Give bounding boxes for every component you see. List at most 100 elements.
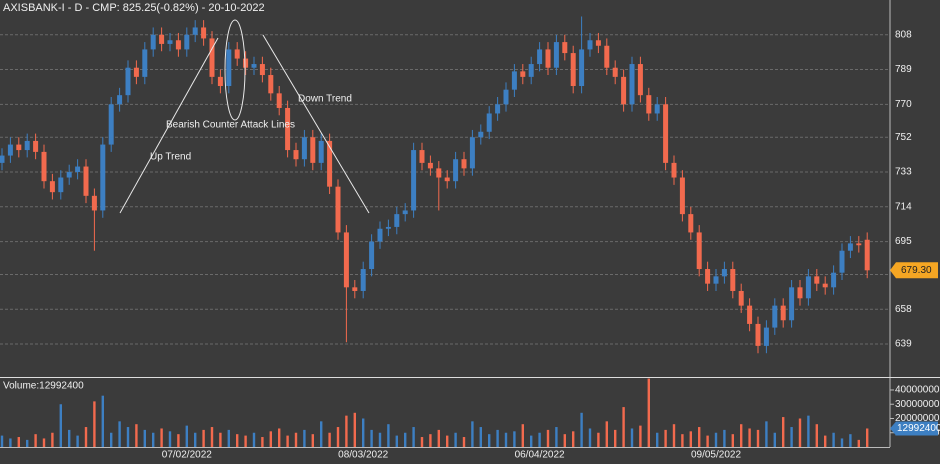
y-tick-label: 695: [895, 236, 912, 247]
candle-body: [537, 49, 543, 65]
volume-bar: [303, 429, 306, 447]
candle-body: [679, 177, 685, 215]
volume-bar: [605, 421, 608, 447]
volume-bar: [765, 421, 768, 447]
volume-bar: [773, 432, 776, 447]
volume-bar: [471, 421, 474, 447]
x-tick-label: 09/05/2022: [691, 450, 741, 461]
candle-body: [142, 49, 148, 77]
candle-body: [402, 210, 408, 215]
candle-body: [688, 214, 694, 233]
candle-body: [251, 64, 257, 68]
highlight-ellipse: [224, 19, 246, 121]
candle-body: [201, 27, 207, 39]
candle-body: [646, 95, 652, 114]
candle-body: [663, 104, 669, 163]
volume-bar: [681, 434, 684, 447]
volume-bar: [362, 418, 365, 447]
y-tick-label: 770: [895, 99, 912, 110]
candle-layer: [0, 16, 870, 354]
volume-bar: [723, 429, 726, 447]
volume-bar: [244, 435, 247, 447]
volume-bar: [429, 434, 432, 447]
candle-body: [772, 305, 778, 328]
candle-body: [604, 45, 610, 68]
candle-body: [385, 226, 391, 229]
volume-bar: [446, 435, 449, 447]
candle-body: [259, 64, 265, 76]
volume-bar: [278, 428, 281, 447]
candle-body: [747, 305, 753, 324]
volume-bar: [597, 432, 600, 447]
volume-bar: [353, 412, 356, 447]
volume-bar: [84, 427, 88, 447]
y-tick-label: 658: [895, 304, 912, 315]
candle-body: [117, 95, 123, 105]
volume-bar: [51, 432, 54, 447]
candle-body: [570, 53, 576, 87]
candle-body: [478, 131, 484, 138]
volume-bar: [395, 435, 398, 447]
volume-bar: [152, 432, 155, 447]
candle-body: [637, 64, 643, 96]
candle-body: [822, 283, 828, 288]
volume-bar: [462, 437, 466, 447]
candle-body: [453, 159, 459, 182]
volume-bar: [437, 429, 440, 447]
volume-bar: [790, 427, 793, 447]
candle-body: [528, 64, 534, 77]
candle-body: [100, 144, 106, 211]
volume-bar: [656, 432, 659, 447]
candle-body: [108, 104, 114, 145]
y2-tick-label: 20000000: [895, 413, 940, 424]
volume-bar: [0, 435, 4, 447]
volume-bar: [832, 432, 835, 447]
volume-bar: [194, 432, 197, 447]
volume-bar: [311, 434, 314, 447]
volume-bar: [177, 434, 180, 447]
volume-bar: [42, 438, 46, 447]
volume-bar: [118, 421, 121, 447]
candle-body: [654, 104, 660, 114]
candle-body: [621, 76, 627, 105]
candle-body: [75, 166, 81, 173]
candle-body: [133, 67, 139, 77]
candle-body: [595, 40, 601, 46]
candle-body: [66, 172, 72, 178]
volume-bar: [807, 415, 810, 447]
y-tick-label: 808: [895, 29, 912, 40]
candle-body: [150, 34, 156, 50]
trend-line: [119, 37, 219, 214]
axis-layer: 6396586776957147337527707898081000000020…: [162, 29, 940, 460]
volume-bar: [328, 432, 331, 447]
volume-bar: [420, 437, 424, 447]
candle-body: [285, 107, 291, 151]
volume-bar: [782, 417, 785, 447]
volume-bar: [252, 432, 256, 447]
candle-body: [16, 144, 22, 151]
y2-tick-label: 30000000: [895, 399, 940, 410]
candle-body: [369, 241, 375, 270]
volume-bar: [740, 424, 743, 447]
candle-body: [705, 269, 711, 284]
candle-body: [562, 42, 568, 54]
candle-body: [469, 137, 475, 169]
volume-bar: [68, 429, 71, 447]
volume-bar: [849, 434, 852, 447]
candle-body: [49, 181, 55, 193]
candle-body: [301, 137, 307, 160]
candle-body: [343, 232, 349, 288]
candle-body: [864, 239, 870, 271]
volume-bar: [101, 395, 104, 447]
candle-body: [33, 140, 39, 152]
volume-bar: [580, 412, 583, 447]
candle-body: [83, 166, 89, 196]
volume-bar: [345, 415, 348, 447]
volume-bar: [521, 424, 524, 447]
candle-body: [209, 38, 215, 77]
last-price-marker: [890, 262, 938, 279]
volume-bar: [210, 427, 214, 447]
annotation: Up Trend: [150, 152, 191, 163]
